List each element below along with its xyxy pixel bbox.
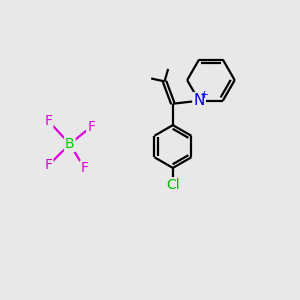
- Text: +: +: [200, 90, 209, 100]
- Text: Cl: Cl: [166, 178, 180, 192]
- Text: N: N: [194, 93, 205, 108]
- Text: F: F: [87, 120, 95, 134]
- Text: F: F: [44, 158, 52, 172]
- Text: B: B: [65, 137, 75, 151]
- Text: F: F: [44, 114, 52, 128]
- Text: F: F: [81, 161, 88, 176]
